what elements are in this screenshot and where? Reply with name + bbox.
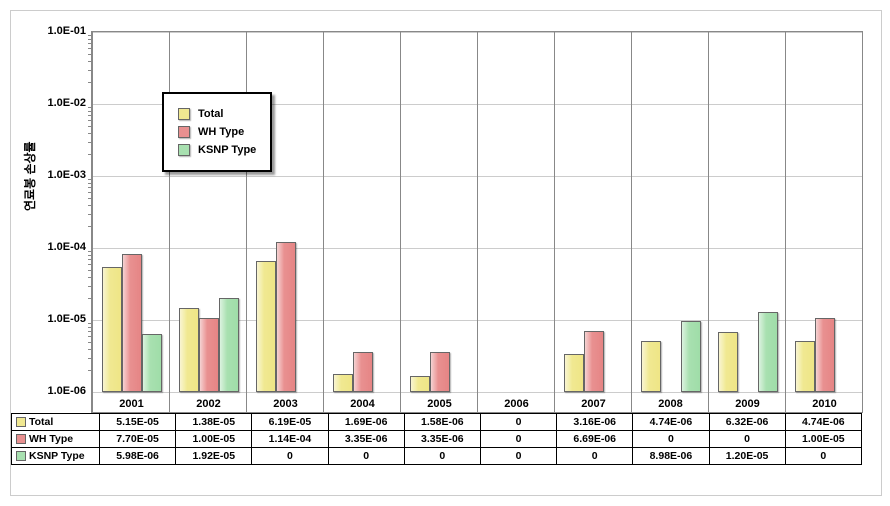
y-tick-label: 1.0E-05 xyxy=(31,313,86,325)
x-cell: 2010 xyxy=(785,32,863,412)
table-cell: 1.14E-04 xyxy=(252,431,328,448)
year-label: 2007 xyxy=(555,398,632,410)
x-cell: 2004 xyxy=(323,32,401,412)
chart-container: 연료봉 손상률 20012002200320042005200620072008… xyxy=(10,10,882,496)
table-cell: 6.19E-05 xyxy=(252,414,328,431)
x-cell: 2001 xyxy=(92,32,170,412)
table-cell: 6.69E-06 xyxy=(557,431,633,448)
row-swatch xyxy=(16,434,26,444)
row-swatch xyxy=(16,417,26,427)
x-cell: 2006 xyxy=(477,32,555,412)
table-cell: 4.74E-06 xyxy=(785,414,861,431)
x-cell: 2005 xyxy=(400,32,478,412)
year-label: 2006 xyxy=(478,398,555,410)
x-cell: 2008 xyxy=(631,32,709,412)
year-label: 2002 xyxy=(170,398,247,410)
row-header-label: Total xyxy=(29,416,53,428)
legend-item: Total xyxy=(178,108,256,120)
legend-swatch xyxy=(178,126,190,138)
table-cell: 0 xyxy=(404,448,480,465)
row-header-label: KSNP Type xyxy=(29,450,85,462)
legend-label: WH Type xyxy=(198,126,244,138)
x-cell: 2009 xyxy=(708,32,786,412)
year-label: 2010 xyxy=(786,398,863,410)
row-header: WH Type xyxy=(12,431,100,448)
x-cell: 2003 xyxy=(246,32,324,412)
table-row: Total 5.15E-051.38E-056.19E-051.69E-061.5… xyxy=(12,414,862,431)
table-cell: 1.00E-05 xyxy=(176,431,252,448)
table-cell: 0 xyxy=(480,431,556,448)
table-cell: 1.69E-06 xyxy=(328,414,404,431)
table-cell: 8.98E-06 xyxy=(633,448,709,465)
table-cell: 0 xyxy=(633,431,709,448)
legend-item: WH Type xyxy=(178,126,256,138)
table-cell: 0 xyxy=(557,448,633,465)
year-label: 2004 xyxy=(324,398,401,410)
year-label: 2003 xyxy=(247,398,324,410)
row-header: KSNP Type xyxy=(12,448,100,465)
table-cell: 7.70E-05 xyxy=(100,431,176,448)
table-cell: 6.32E-06 xyxy=(709,414,785,431)
x-cell: 2007 xyxy=(554,32,632,412)
legend-item: KSNP Type xyxy=(178,144,256,156)
legend: Total WH Type KSNP Type xyxy=(162,92,272,172)
table-cell: 1.92E-05 xyxy=(176,448,252,465)
legend-swatch xyxy=(178,108,190,120)
row-header: Total xyxy=(12,414,100,431)
legend-swatch xyxy=(178,144,190,156)
year-label: 2008 xyxy=(632,398,709,410)
table-row: WH Type7.70E-051.00E-051.14E-043.35E-063… xyxy=(12,431,862,448)
table-cell: 3.35E-06 xyxy=(328,431,404,448)
row-header-label: WH Type xyxy=(29,433,73,445)
plot-area: 2001200220032004200520062007200820092010… xyxy=(91,31,863,413)
table-cell: 0 xyxy=(785,448,861,465)
x-cell: 2002 xyxy=(169,32,247,412)
legend-label: Total xyxy=(198,108,223,120)
year-label: 2009 xyxy=(709,398,786,410)
y-tick-label: 1.0E-03 xyxy=(31,169,86,181)
table-cell: 1.00E-05 xyxy=(785,431,861,448)
table-cell: 0 xyxy=(480,414,556,431)
row-swatch xyxy=(16,451,26,461)
table-cell: 4.74E-06 xyxy=(633,414,709,431)
legend-label: KSNP Type xyxy=(198,144,256,156)
data-table: Total 5.15E-051.38E-056.19E-051.69E-061.5… xyxy=(11,413,862,465)
table-cell: 0 xyxy=(480,448,556,465)
year-label: 2001 xyxy=(93,398,170,410)
y-tick-label: 1.0E-01 xyxy=(31,25,86,37)
table-cell: 1.20E-05 xyxy=(709,448,785,465)
table-cell: 0 xyxy=(709,431,785,448)
table-cell: 1.58E-06 xyxy=(404,414,480,431)
table-cell: 5.98E-06 xyxy=(100,448,176,465)
year-label: 2005 xyxy=(401,398,478,410)
y-tick-label: 1.0E-06 xyxy=(31,385,86,397)
table-cell: 3.35E-06 xyxy=(404,431,480,448)
table-cell: 1.38E-05 xyxy=(176,414,252,431)
table-cell: 3.16E-06 xyxy=(557,414,633,431)
table-row: KSNP Type5.98E-061.92E-05000008.98E-061.… xyxy=(12,448,862,465)
table-cell: 0 xyxy=(328,448,404,465)
y-tick-label: 1.0E-04 xyxy=(31,241,86,253)
table-cell: 0 xyxy=(252,448,328,465)
y-tick-label: 1.0E-02 xyxy=(31,97,86,109)
table-cell: 5.15E-05 xyxy=(100,414,176,431)
